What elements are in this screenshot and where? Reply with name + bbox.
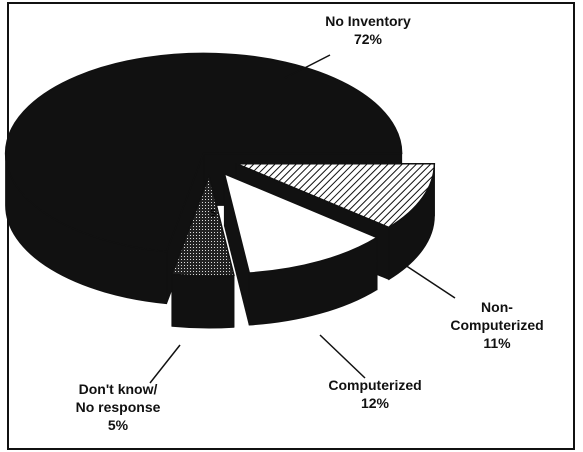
slice (4, 52, 403, 253)
annotation: S (210, 208, 216, 218)
pie (4, 52, 436, 329)
label-value: 72% (353, 31, 383, 47)
slice-label: Computerized 12% (328, 376, 421, 412)
slice-label: No Inventory 72% (325, 12, 411, 48)
slice (236, 162, 436, 229)
slice (223, 172, 379, 274)
slice (170, 173, 235, 277)
slice-side (171, 273, 235, 329)
label-name: No Inventory (325, 13, 411, 29)
leader-line (284, 54, 331, 79)
leader-line (404, 264, 456, 299)
leader-line (319, 334, 366, 379)
slice-label: Non-Computerized 11% (450, 298, 543, 352)
label-name: Don't know/ No response (75, 381, 161, 415)
frame (7, 2, 575, 450)
slice-label: Don't know/ No response 5% (76, 380, 161, 434)
leaders (149, 54, 456, 384)
label-value: 5% (107, 417, 129, 433)
label-name: Non-Computerized (450, 299, 544, 333)
label-name: Computerized (328, 377, 422, 393)
label-value: 11% (483, 335, 511, 351)
label-value: 12% (360, 395, 390, 411)
leader-line (149, 344, 181, 384)
